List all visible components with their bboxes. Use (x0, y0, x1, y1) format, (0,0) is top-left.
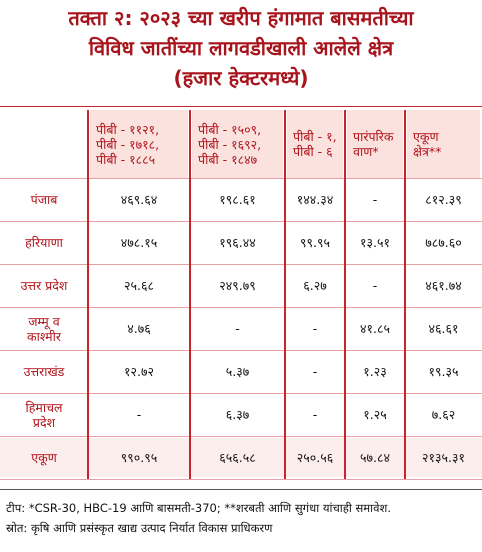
table-cell: ७८७.६० (425, 235, 462, 250)
column-header: पीबी - १, पीबी - ६ (287, 110, 343, 178)
row-divider (0, 221, 482, 222)
table-cell: - (312, 364, 318, 379)
header-line: वाण* (353, 144, 379, 159)
table-cell: ६.३७ (225, 407, 250, 422)
row-divider (0, 178, 482, 179)
row-divider (0, 264, 482, 265)
table-cell: ४६१.७४ (425, 278, 462, 293)
table-cell: ६.२७ (303, 278, 327, 293)
table-cell: - (372, 278, 378, 293)
header-line: पीबी - १८८५ (96, 151, 156, 167)
table-border (0, 489, 482, 490)
table-cell: ५७.८४ (360, 450, 390, 465)
column-divider (87, 110, 89, 479)
table-cell: ४६९.६४ (120, 192, 158, 207)
table-cell: ५.३७ (225, 364, 250, 379)
table-cell: ४६.६१ (428, 321, 459, 336)
table-cell: ७.६२ (431, 407, 456, 422)
table-cell: ४७८.१५ (120, 235, 158, 250)
column-header: पारंपरिक वाण* (347, 110, 403, 178)
table-cell: ९९०.९५ (120, 450, 158, 465)
row-divider (0, 307, 482, 308)
label-line: काश्मीर (27, 328, 61, 344)
table-cell: - (235, 321, 240, 336)
table-border (0, 106, 482, 107)
column-header: एकूण क्षेत्र** (407, 110, 480, 178)
total-row-bg (0, 438, 482, 477)
title-line: (हजार हेक्टरमध्ये) (173, 66, 309, 90)
row-divider (0, 350, 482, 351)
table-cell: २१३५.३१ (422, 450, 465, 465)
table-cell: ४१.८५ (360, 321, 390, 336)
table-cell: - (372, 192, 378, 207)
header-line: पीबी - १८४७ (198, 151, 258, 167)
table-cell: १९६.४४ (219, 235, 256, 250)
footnote: टीप: *CSR-30, HBC-19 आणि बासमती-370; **श… (6, 501, 392, 515)
label-line: प्रदेश (32, 414, 56, 430)
label-line: हिमाचल (25, 399, 63, 415)
header-line: पीबी - ११२१, (96, 121, 160, 137)
column-header: पीबी - ११२१, पीबी - १७१८, पीबी - १८८५ (90, 110, 188, 178)
row-label: पंजाब (0, 178, 88, 221)
row-label: उत्तराखंड (0, 350, 88, 393)
table-cell: ८१२.३९ (425, 192, 462, 207)
table-cell: ९९.९५ (300, 235, 330, 250)
row-label: उत्तर प्रदेश (0, 264, 88, 307)
table-cell: ४.७६ (127, 321, 151, 336)
table-cell: १४४.३४ (296, 192, 334, 207)
header-line: पीबी - ६ (293, 144, 333, 159)
table-cell: १३.५१ (360, 235, 390, 250)
label-line: हरियाणा (25, 235, 63, 250)
row-label: एकूण (0, 436, 88, 479)
table-cell: १.२५ (363, 407, 387, 422)
table-cell: २५.६८ (124, 278, 154, 293)
label-line: जम्मू व (28, 313, 60, 329)
table-cell: १२.७२ (124, 364, 154, 379)
title-line: विविध जातींच्या लागवडीखाली आलेले क्षेत्र (88, 36, 394, 60)
table-cell: २५०.५६ (296, 450, 334, 465)
table-cell: १९.३५ (428, 364, 459, 379)
source: स्रोत: कृषि आणि प्रसंस्कृत खाद्य उत्पाद … (6, 521, 273, 535)
header-line: पीबी - १, (293, 129, 337, 144)
row-divider (0, 393, 482, 394)
header-line: पीबी - १५०९, (198, 121, 262, 137)
column-divider (189, 110, 191, 479)
column-header: पीबी - १५०९, पीबी - १६९२, पीबी - १८४७ (192, 110, 283, 178)
table-cell: १.२३ (363, 364, 387, 379)
column-divider (404, 110, 406, 479)
header-line: पीबी - १७१८, (96, 136, 160, 152)
table-cell: - (136, 407, 142, 422)
row-label: जम्मू व काश्मीर (0, 307, 88, 350)
label-line: उत्तराखंड (23, 364, 65, 379)
table-cell: १९८.६१ (219, 192, 256, 207)
header-line: पीबी - १६९२, (198, 136, 262, 152)
table-cell: - (312, 407, 318, 422)
label-line: एकूण (31, 450, 57, 465)
label-line: उत्तर प्रदेश (20, 278, 68, 293)
header-line: क्षेत्र** (413, 144, 442, 159)
title-line: तक्ता २: २०२३ च्या खरीप हंगामात बासमतीच्… (68, 6, 414, 30)
row-divider (0, 479, 482, 480)
table-cell: - (312, 321, 318, 336)
label-line: पंजाब (30, 192, 58, 207)
column-divider (344, 110, 346, 479)
table-cell: २४९.७९ (219, 278, 256, 293)
row-label: हरियाणा (0, 221, 88, 264)
row-label: हिमाचल प्रदेश (0, 393, 88, 436)
table-cell: ६५६.५८ (219, 450, 256, 465)
header-line: पारंपरिक (353, 129, 394, 144)
row-divider (0, 436, 482, 437)
column-divider (284, 110, 286, 479)
header-line: एकूण (413, 129, 439, 144)
